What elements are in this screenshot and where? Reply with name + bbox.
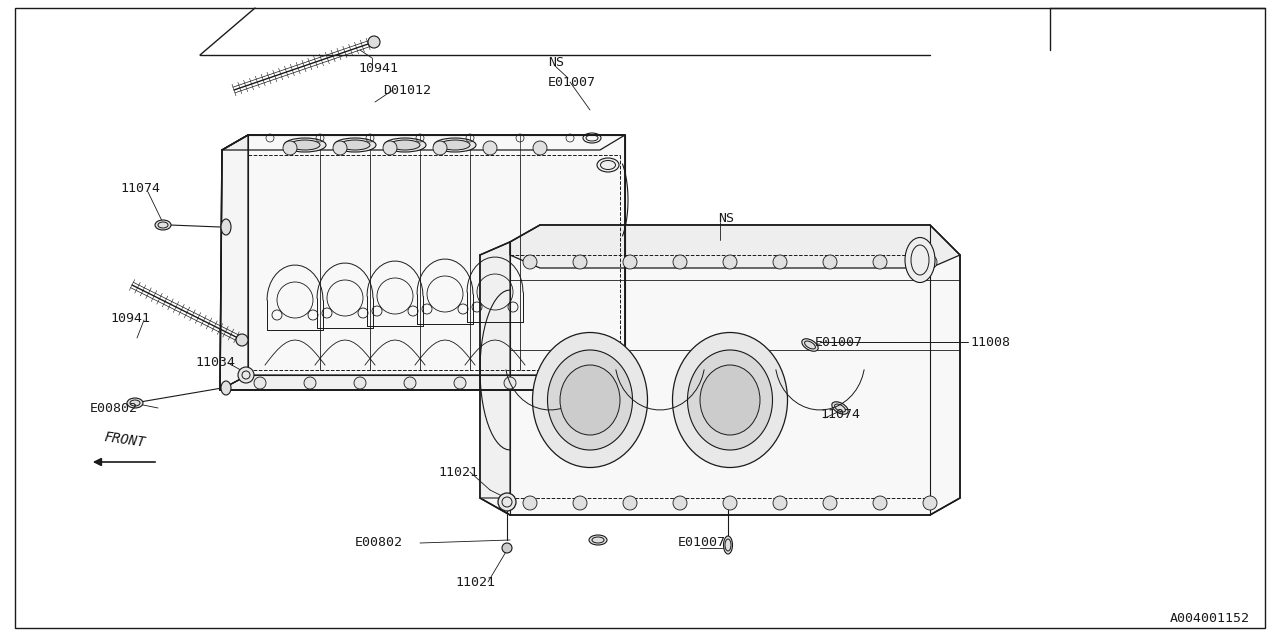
Ellipse shape	[384, 138, 426, 152]
Circle shape	[238, 367, 253, 383]
Circle shape	[554, 377, 566, 389]
Polygon shape	[509, 225, 960, 268]
Text: A004001152: A004001152	[1170, 611, 1251, 625]
Polygon shape	[480, 225, 960, 515]
Circle shape	[773, 496, 787, 510]
Text: 11008: 11008	[970, 335, 1010, 349]
Circle shape	[504, 377, 516, 389]
Ellipse shape	[672, 333, 787, 467]
Ellipse shape	[155, 220, 172, 230]
Circle shape	[454, 377, 466, 389]
Ellipse shape	[390, 140, 420, 150]
Ellipse shape	[340, 140, 370, 150]
Ellipse shape	[596, 158, 620, 172]
Circle shape	[573, 255, 588, 269]
Circle shape	[404, 377, 416, 389]
Ellipse shape	[589, 535, 607, 545]
Circle shape	[253, 377, 266, 389]
Polygon shape	[220, 135, 248, 390]
Ellipse shape	[561, 365, 620, 435]
Circle shape	[524, 496, 538, 510]
Circle shape	[498, 493, 516, 511]
Ellipse shape	[532, 333, 648, 467]
Ellipse shape	[221, 381, 230, 395]
Text: 11074: 11074	[120, 182, 160, 195]
Circle shape	[873, 255, 887, 269]
Text: 11021: 11021	[438, 465, 477, 479]
Polygon shape	[248, 135, 625, 375]
Circle shape	[673, 255, 687, 269]
Ellipse shape	[440, 140, 470, 150]
Text: 10941: 10941	[358, 61, 398, 74]
Circle shape	[532, 141, 547, 155]
Circle shape	[923, 255, 937, 269]
Circle shape	[823, 496, 837, 510]
Text: D01012: D01012	[383, 83, 431, 97]
Ellipse shape	[434, 138, 476, 152]
Ellipse shape	[284, 138, 326, 152]
Text: NS: NS	[548, 56, 564, 68]
Polygon shape	[221, 135, 625, 150]
Text: 11074: 11074	[820, 408, 860, 422]
Ellipse shape	[291, 140, 320, 150]
Circle shape	[236, 334, 248, 346]
Text: 11021: 11021	[454, 575, 495, 589]
Circle shape	[333, 141, 347, 155]
Circle shape	[573, 496, 588, 510]
Circle shape	[524, 255, 538, 269]
Ellipse shape	[548, 350, 632, 450]
Circle shape	[723, 496, 737, 510]
Polygon shape	[220, 375, 625, 390]
Text: E01007: E01007	[548, 76, 596, 88]
Circle shape	[502, 543, 512, 553]
Ellipse shape	[687, 350, 773, 450]
Circle shape	[923, 496, 937, 510]
Text: 11034: 11034	[195, 356, 236, 369]
Text: E01007: E01007	[678, 536, 726, 550]
Circle shape	[355, 377, 366, 389]
Text: FRONT: FRONT	[104, 430, 147, 450]
Circle shape	[673, 496, 687, 510]
Circle shape	[623, 255, 637, 269]
Polygon shape	[480, 242, 509, 498]
Text: E00802: E00802	[355, 536, 403, 550]
Ellipse shape	[700, 365, 760, 435]
Circle shape	[283, 141, 297, 155]
Ellipse shape	[221, 219, 230, 235]
Ellipse shape	[832, 402, 849, 414]
Text: NS: NS	[718, 211, 733, 225]
Text: 10941: 10941	[110, 312, 150, 324]
Text: E01007: E01007	[815, 335, 863, 349]
Ellipse shape	[801, 339, 818, 351]
Ellipse shape	[905, 237, 934, 282]
Circle shape	[483, 141, 497, 155]
Text: E00802: E00802	[90, 401, 138, 415]
Circle shape	[383, 141, 397, 155]
Ellipse shape	[723, 536, 732, 554]
Ellipse shape	[127, 398, 143, 408]
Circle shape	[723, 255, 737, 269]
Circle shape	[873, 496, 887, 510]
Circle shape	[433, 141, 447, 155]
Circle shape	[623, 496, 637, 510]
Ellipse shape	[334, 138, 376, 152]
Circle shape	[369, 36, 380, 48]
Circle shape	[305, 377, 316, 389]
Circle shape	[773, 255, 787, 269]
Circle shape	[823, 255, 837, 269]
